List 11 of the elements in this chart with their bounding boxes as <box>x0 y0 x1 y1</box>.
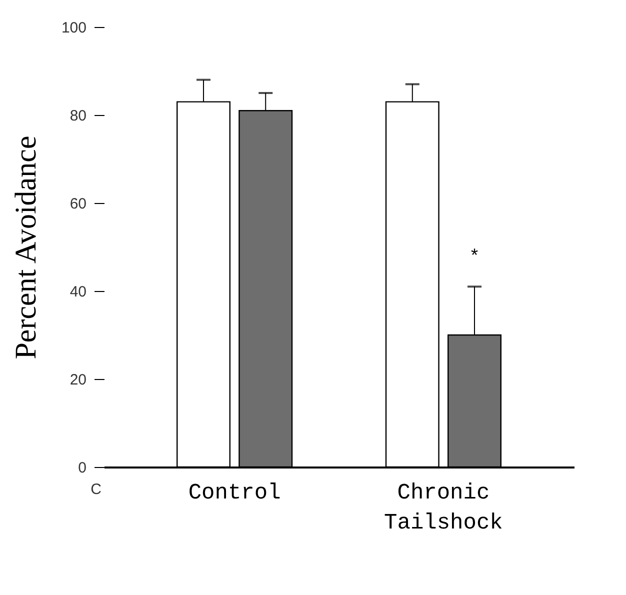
y-tick-label: 40 <box>70 284 86 300</box>
y-tick-label: 100 <box>61 20 86 36</box>
x-tick-label: Chronic Tailshock <box>384 480 503 536</box>
x-tick-label: Control <box>188 480 281 506</box>
y-tick-label: 0 <box>78 460 86 476</box>
y-tick-label: 60 <box>70 196 86 212</box>
y-tick-label: 20 <box>70 372 86 388</box>
y-tick-label: 80 <box>70 108 86 124</box>
annotation: * <box>470 244 478 265</box>
y-axis-title: Percent Avoidance <box>9 136 42 360</box>
text: C <box>90 481 102 498</box>
